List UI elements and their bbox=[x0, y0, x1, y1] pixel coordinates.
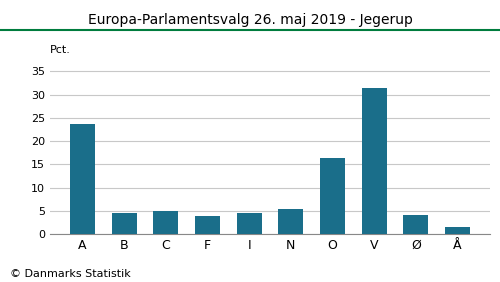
Bar bbox=[320, 158, 345, 234]
Text: © Danmarks Statistik: © Danmarks Statistik bbox=[10, 269, 131, 279]
Bar bbox=[70, 124, 95, 234]
Text: Pct.: Pct. bbox=[50, 45, 71, 55]
Bar bbox=[404, 215, 428, 234]
Bar bbox=[154, 211, 178, 234]
Bar bbox=[362, 88, 386, 234]
Bar bbox=[195, 216, 220, 234]
Bar bbox=[112, 213, 136, 234]
Bar bbox=[445, 227, 470, 234]
Bar bbox=[236, 213, 262, 234]
Text: Europa-Parlamentsvalg 26. maj 2019 - Jegerup: Europa-Parlamentsvalg 26. maj 2019 - Jeg… bbox=[88, 13, 412, 27]
Bar bbox=[278, 209, 303, 234]
